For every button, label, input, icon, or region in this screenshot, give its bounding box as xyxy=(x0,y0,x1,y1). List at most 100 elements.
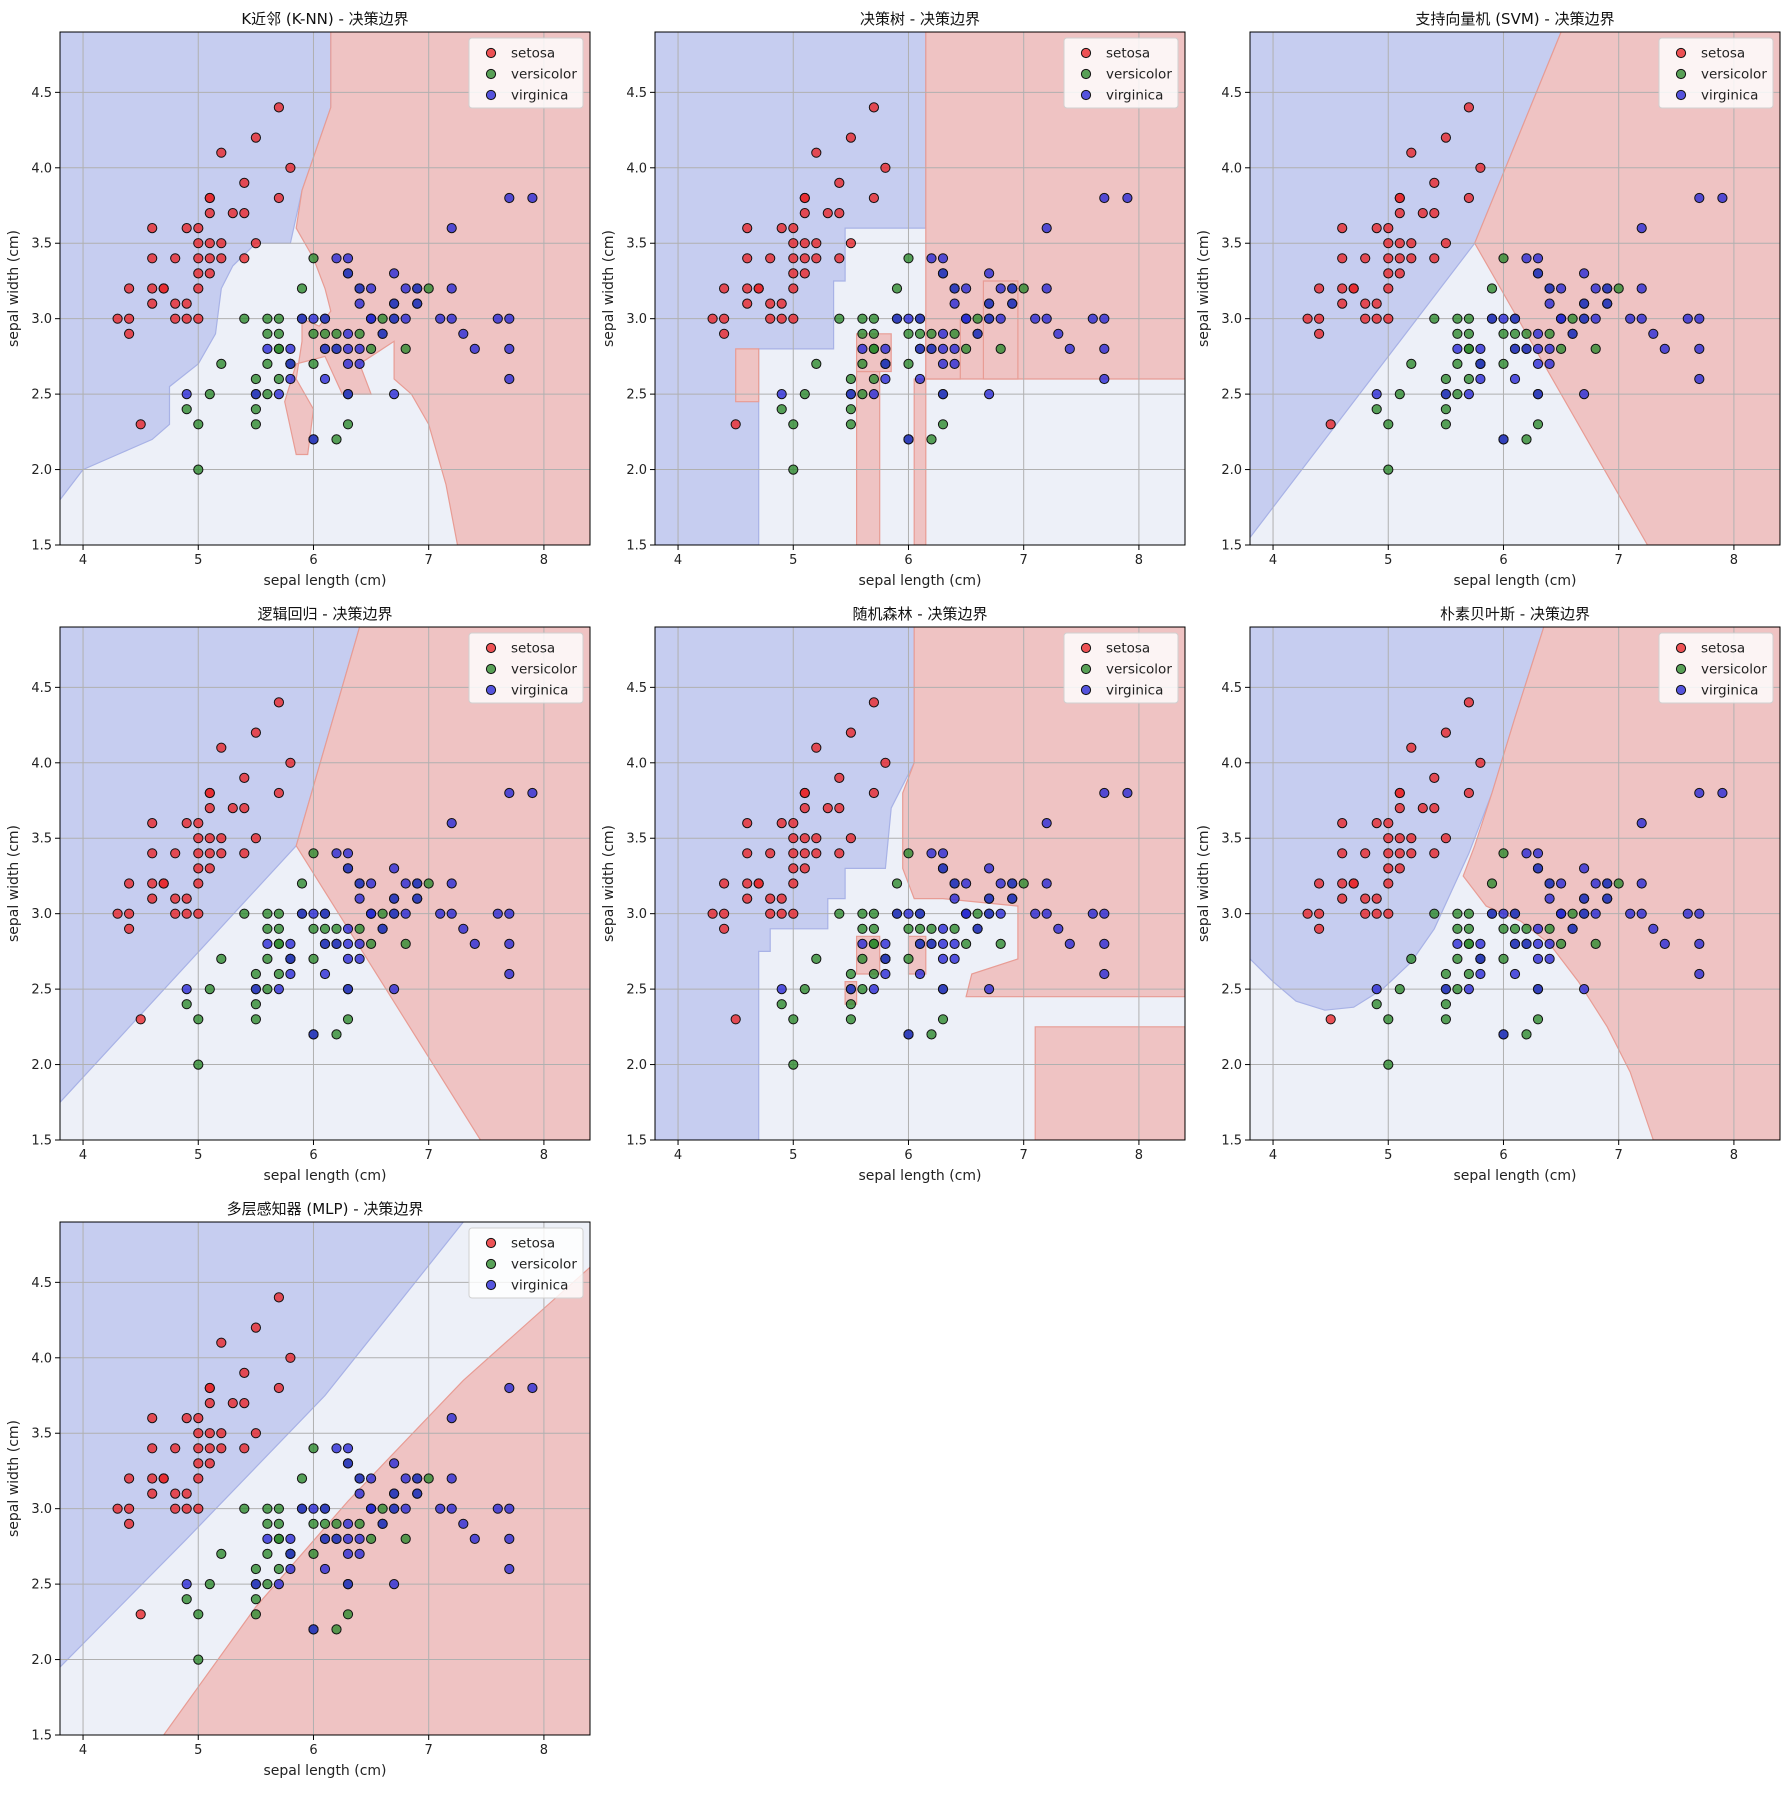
point-setosa xyxy=(204,787,215,799)
subplot-4: 4 5 6 7 8 1.5 2.0 2.5 3.0 3.5 4.0 4.5 逻辑回归 - 决策边界 sep… xyxy=(6,605,591,1184)
legend-marker-versicolor xyxy=(485,68,497,80)
point-virginica xyxy=(250,984,261,995)
point-setosa xyxy=(216,833,227,844)
point-virginica xyxy=(342,863,354,874)
point-setosa xyxy=(112,1503,123,1514)
point-virginica xyxy=(857,938,868,950)
x-tick-label: 7 xyxy=(1020,1148,1028,1163)
point-virginica xyxy=(285,1563,296,1575)
point-virginica xyxy=(949,343,960,354)
point-versicolor xyxy=(1521,1029,1532,1040)
point-virginica xyxy=(400,908,411,919)
point-virginica xyxy=(400,1503,411,1514)
point-virginica xyxy=(1694,968,1705,980)
point-virginica xyxy=(1099,787,1110,799)
y-tick-label: 3.0 xyxy=(626,312,647,327)
point-virginica xyxy=(1590,908,1601,919)
point-setosa xyxy=(1383,253,1394,264)
point-setosa xyxy=(776,818,787,829)
point-setosa xyxy=(719,328,730,339)
point-versicolor xyxy=(216,953,227,965)
point-virginica xyxy=(984,893,995,904)
point-virginica xyxy=(1532,923,1544,934)
x-tick-label: 7 xyxy=(1020,553,1028,568)
point-virginica xyxy=(285,1548,296,1560)
point-setosa xyxy=(1475,757,1486,768)
point-versicolor xyxy=(262,953,273,965)
point-virginica xyxy=(1509,938,1521,950)
point-virginica xyxy=(1041,223,1052,234)
point-setosa xyxy=(147,1413,158,1424)
point-virginica xyxy=(469,343,480,354)
point-virginica xyxy=(331,253,342,264)
point-versicolor xyxy=(1463,908,1475,919)
point-setosa xyxy=(1360,908,1371,919)
point-versicolor xyxy=(308,253,319,264)
x-tick-label: 7 xyxy=(1615,553,1623,568)
point-versicolor xyxy=(342,419,354,430)
point-virginica xyxy=(504,1503,515,1514)
point-versicolor xyxy=(273,968,284,980)
point-versicolor xyxy=(799,389,810,400)
legend-label-setosa: setosa xyxy=(1106,641,1150,657)
x-tick-label: 8 xyxy=(1730,553,1738,568)
point-virginica xyxy=(342,328,354,339)
point-setosa xyxy=(1302,908,1313,919)
legend-marker-versicolor xyxy=(1080,663,1092,675)
point-virginica xyxy=(1440,984,1452,995)
point-setosa xyxy=(147,253,158,264)
legend-marker-virginica xyxy=(485,89,497,101)
point-virginica xyxy=(354,938,365,950)
point-virginica xyxy=(949,298,960,309)
point-virginica xyxy=(1602,298,1613,309)
point-setosa xyxy=(124,328,135,339)
point-virginica xyxy=(285,343,296,354)
point-virginica xyxy=(250,389,261,400)
point-versicolor xyxy=(331,923,342,934)
legend-label-virginica: virginica xyxy=(1106,88,1163,104)
point-setosa xyxy=(753,283,764,294)
point-versicolor xyxy=(1544,328,1555,339)
point-versicolor xyxy=(811,953,822,965)
legend-label-setosa: setosa xyxy=(1106,46,1150,62)
point-virginica xyxy=(308,1503,319,1514)
point-setosa xyxy=(765,848,776,859)
point-setosa xyxy=(719,313,730,324)
point-versicolor xyxy=(937,419,949,430)
point-versicolor xyxy=(250,404,261,415)
y-tick-label: 4.0 xyxy=(1221,756,1242,771)
point-virginica xyxy=(412,1473,423,1484)
point-virginica xyxy=(1041,313,1052,324)
point-versicolor xyxy=(891,283,903,294)
point-virginica xyxy=(377,328,388,339)
point-versicolor xyxy=(1452,908,1463,919)
point-virginica xyxy=(492,313,503,324)
y-axis-label: sepal width (cm) xyxy=(601,230,617,347)
point-virginica xyxy=(296,313,308,324)
point-versicolor xyxy=(1452,923,1463,934)
point-setosa xyxy=(170,848,181,859)
point-virginica xyxy=(446,1503,457,1514)
x-tick-label: 5 xyxy=(1384,553,1392,568)
point-virginica xyxy=(1648,328,1659,339)
point-setosa xyxy=(273,697,284,708)
point-setosa xyxy=(285,162,296,173)
point-versicolor xyxy=(1383,464,1394,475)
point-versicolor xyxy=(193,1014,204,1025)
point-versicolor xyxy=(857,328,868,339)
point-virginica xyxy=(1636,818,1647,829)
legend-label-setosa: setosa xyxy=(1701,641,1745,657)
point-setosa xyxy=(730,1014,741,1025)
subplot-2: 4 5 6 7 8 1.5 2.0 2.5 3.0 3.5 4.0 4.5 决策树 - 决策边界 sepa… xyxy=(601,10,1186,589)
legend-marker-virginica xyxy=(1080,89,1092,101)
legend-label-versicolor: versicolor xyxy=(511,1257,577,1273)
decision-region-class-3 xyxy=(1474,32,1780,545)
point-setosa xyxy=(788,223,799,234)
point-virginica xyxy=(342,268,354,279)
point-virginica xyxy=(446,878,457,889)
point-versicolor xyxy=(1498,328,1509,339)
point-setosa xyxy=(799,848,810,859)
y-axis-label: sepal width (cm) xyxy=(1196,825,1212,942)
point-versicolor xyxy=(1521,328,1532,339)
point-virginica xyxy=(961,283,972,294)
